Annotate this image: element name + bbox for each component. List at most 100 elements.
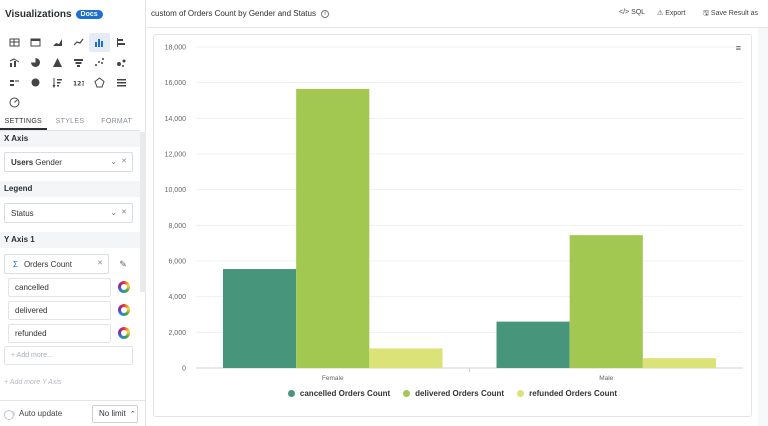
viz-type-grid: 123 bbox=[4, 33, 132, 113]
y-tick-label: 14,000 bbox=[165, 116, 187, 123]
y-tick-label: 10,000 bbox=[165, 187, 187, 194]
tab-styles[interactable]: STYLES bbox=[55, 118, 85, 125]
bar-icon[interactable] bbox=[89, 33, 111, 52]
y-tick-label: 2,000 bbox=[168, 330, 186, 337]
svg-text:123: 123 bbox=[73, 81, 84, 88]
line-icon[interactable] bbox=[68, 33, 89, 52]
legend-item[interactable]: refunded Orders Count bbox=[517, 389, 617, 398]
chevron-down-icon[interactable]: ⌄ bbox=[110, 157, 117, 166]
sigma-icon: Σ bbox=[13, 259, 18, 269]
auto-update-toggle[interactable] bbox=[4, 409, 15, 420]
legend-dot bbox=[517, 390, 525, 397]
sort-icon[interactable] bbox=[47, 73, 68, 92]
chart-card: 0 2,000 4,000 6,000 8,000 10,000 12,000 14,000 1… bbox=[153, 34, 752, 417]
bar-cancelled-female bbox=[223, 269, 297, 368]
chart-legend: cancelled Orders Count delivered Orders C… bbox=[154, 389, 751, 398]
bar-delivered-female bbox=[296, 88, 370, 369]
y-tick-label: 16,000 bbox=[165, 80, 187, 87]
color-picker-icon[interactable] bbox=[118, 327, 130, 339]
query-title: custom of Orders Count by Gender and Sta… bbox=[151, 9, 316, 18]
legend-dot bbox=[403, 390, 411, 397]
x-tick-label: Male bbox=[599, 375, 613, 382]
map-icon[interactable] bbox=[25, 73, 46, 92]
bar-refunded-female bbox=[369, 348, 443, 368]
export-button[interactable]: ⚠ Export bbox=[657, 10, 686, 17]
bar-cancelled-male bbox=[496, 321, 570, 368]
list-icon[interactable] bbox=[110, 73, 131, 92]
clear-icon[interactable]: ✕ bbox=[121, 209, 127, 216]
x-axis-field-name: Gender bbox=[35, 157, 62, 167]
bar-delivered-male bbox=[569, 235, 643, 368]
save-result-button[interactable]: 🖫 Save Result as bbox=[703, 10, 758, 17]
pyramid-icon[interactable] bbox=[47, 53, 68, 72]
area-icon[interactable] bbox=[47, 33, 68, 52]
funnel-icon[interactable] bbox=[68, 53, 89, 72]
viz-row bbox=[4, 93, 132, 113]
color-picker-icon[interactable] bbox=[118, 304, 130, 316]
legend-field-name: Status bbox=[11, 208, 34, 218]
visualizations-title: Visualizations bbox=[5, 8, 72, 20]
pie-icon[interactable] bbox=[25, 53, 46, 72]
legend-heading: Legend bbox=[0, 181, 140, 197]
legend-label: delivered Orders Count bbox=[415, 389, 505, 398]
pivot-table-icon[interactable] bbox=[25, 33, 46, 52]
series-item-delivered[interactable]: delivered bbox=[8, 301, 111, 320]
chart-menu-icon[interactable]: ≡ bbox=[735, 43, 741, 53]
clear-icon[interactable]: ✕ bbox=[121, 158, 127, 165]
y-tick-label: 4,000 bbox=[168, 294, 186, 301]
tab-settings[interactable]: SETTINGS bbox=[0, 115, 47, 130]
query-topbar: custom of Orders Count by Gender and Sta… bbox=[147, 0, 768, 28]
y-tick-label: 6,000 bbox=[168, 259, 186, 266]
legend-field[interactable]: Status ⌄ ✕ bbox=[4, 203, 133, 223]
number-icon[interactable]: 123 bbox=[68, 73, 89, 92]
legend-label: refunded Orders Count bbox=[529, 389, 618, 398]
series-item-refunded[interactable]: refunded bbox=[8, 324, 111, 343]
viz-row: 123 bbox=[4, 73, 132, 93]
radar-icon[interactable] bbox=[89, 73, 110, 92]
bar-chart: 0 2,000 4,000 6,000 8,000 10,000 12,000 14,000 1… bbox=[165, 45, 743, 382]
y-axis-measure-field[interactable]: Σ Orders Count ✕ bbox=[4, 254, 109, 274]
viz-row bbox=[4, 53, 132, 73]
x-axis-field[interactable]: Users Gender ⌄ ✕ bbox=[4, 152, 133, 172]
y-tick-label: 0 bbox=[182, 366, 186, 373]
clear-icon[interactable]: ✕ bbox=[97, 260, 103, 267]
combo-icon[interactable] bbox=[4, 53, 25, 72]
tab-format[interactable]: FORMAT bbox=[101, 118, 133, 125]
limit-select[interactable]: No limit ⌃ bbox=[92, 405, 138, 423]
x-axis-model: Users bbox=[11, 157, 34, 167]
gauge-icon[interactable] bbox=[4, 93, 25, 112]
scatter-icon[interactable] bbox=[89, 53, 110, 72]
legend-label: cancelled Orders Count bbox=[299, 389, 391, 398]
settings-scrollbar[interactable] bbox=[140, 132, 146, 292]
add-more-series-button[interactable]: + Add more... bbox=[4, 346, 133, 365]
y-axis-heading: Y Axis 1 bbox=[0, 232, 140, 248]
series-item-cancelled[interactable]: cancelled bbox=[8, 278, 111, 297]
y-tick-label: 18,000 bbox=[165, 45, 187, 52]
sql-button[interactable]: </> SQL bbox=[619, 9, 646, 16]
legend-item[interactable]: cancelled Orders Count bbox=[287, 389, 391, 398]
caret-up-icon: ⌃ bbox=[129, 411, 136, 418]
viz-row bbox=[4, 33, 132, 53]
x-tick-label: Female bbox=[322, 375, 344, 382]
trend-icon[interactable] bbox=[4, 73, 25, 92]
table-icon[interactable] bbox=[4, 33, 25, 52]
bottom-bar: Auto update No limit ⌃ bbox=[0, 400, 146, 426]
chevron-down-icon[interactable]: ⌄ bbox=[110, 208, 117, 217]
x-axis-heading: X Axis bbox=[0, 131, 140, 147]
visualizations-panel: Visualizations Docs 123 SETTINGS STYLES … bbox=[0, 0, 146, 426]
color-picker-icon[interactable] bbox=[118, 281, 130, 293]
y-tick-label: 8,000 bbox=[168, 223, 186, 230]
auto-update-label: Auto update bbox=[19, 409, 63, 418]
visualizations-header: Visualizations Docs bbox=[0, 0, 145, 28]
right-scroll-area bbox=[758, 28, 768, 426]
bubble-icon[interactable] bbox=[110, 53, 131, 72]
bar-refunded-male bbox=[642, 358, 716, 368]
docs-badge[interactable]: Docs bbox=[75, 9, 103, 19]
info-icon[interactable]: i bbox=[320, 9, 329, 18]
legend-item[interactable]: delivered Orders Count bbox=[403, 389, 504, 398]
legend-dot bbox=[287, 390, 295, 397]
y-axis-measure-name: Orders Count bbox=[23, 259, 72, 269]
add-y-axis-button[interactable]: + Add more Y Axis bbox=[4, 379, 62, 386]
edit-pencil-icon[interactable]: ✎ bbox=[119, 258, 127, 269]
column-icon[interactable] bbox=[110, 33, 131, 52]
